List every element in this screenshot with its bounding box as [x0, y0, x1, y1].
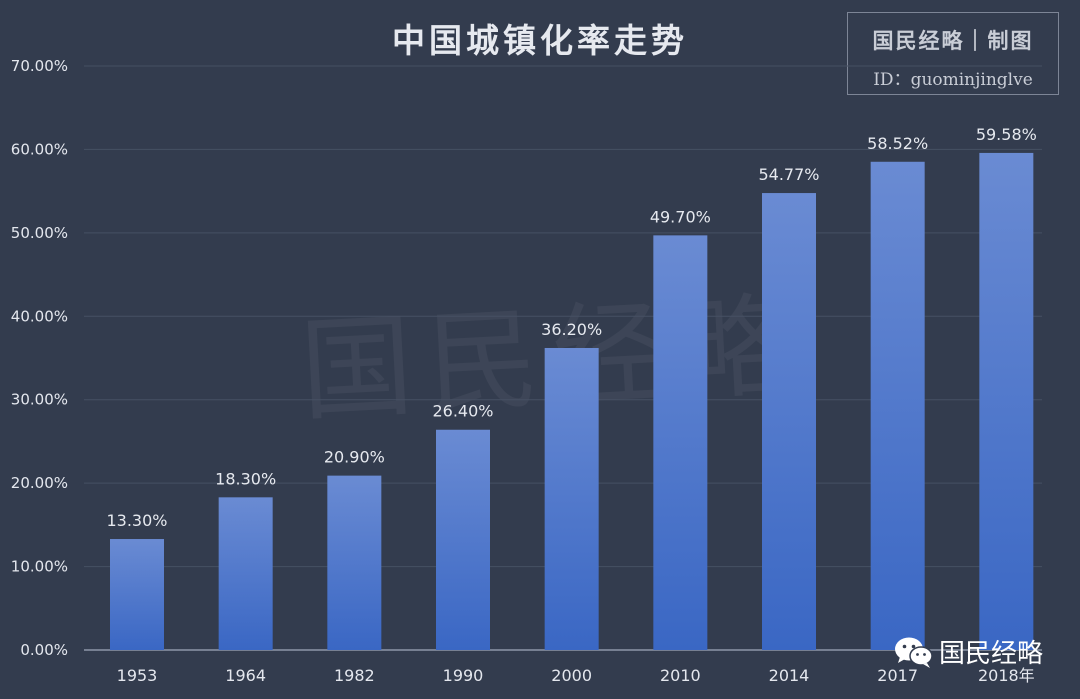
data-label-2018年: 59.58% [976, 125, 1037, 144]
y-tick-label: 20.00% [11, 474, 68, 492]
brand-title: 国民经略｜制图 [872, 28, 1034, 53]
x-tick-label: 2018年 [978, 666, 1035, 685]
bar-1953 [110, 539, 164, 650]
x-tick-label: 1953 [117, 666, 158, 685]
data-label-2010: 49.70% [650, 207, 711, 226]
bars [110, 152, 1034, 651]
y-tick-label: 70.00% [11, 57, 68, 75]
data-label-2014: 54.77% [758, 165, 819, 184]
wechat-icon [895, 637, 933, 668]
x-tick-label: 1982 [334, 666, 375, 685]
data-label-1990: 26.40% [432, 402, 493, 421]
y-tick-label: 50.00% [11, 224, 68, 242]
y-tick-label: 40.00% [11, 307, 68, 325]
x-tick-label: 2000 [551, 666, 592, 685]
wechat-badge: 国民经略 [893, 633, 1043, 670]
bar-1990 [436, 429, 490, 650]
data-label-1953: 13.30% [106, 511, 167, 530]
bar-2014 [762, 193, 816, 651]
brand-box: 国民经略｜制图 ID：guominjinglve [847, 12, 1059, 95]
x-tick-label: 2014 [769, 666, 810, 685]
data-label-1982: 20.90% [324, 448, 385, 467]
data-label-1964: 18.30% [215, 469, 276, 488]
bar-1982 [327, 475, 382, 650]
bar-2018年 [979, 152, 1034, 651]
bar-2010 [653, 235, 708, 651]
y-tick-label: 60.00% [11, 140, 68, 158]
x-tick-label: 1964 [225, 666, 266, 685]
brand-id: ID：guominjinglve [873, 70, 1033, 90]
x-tick-label: 1990 [443, 666, 484, 685]
chart-title: 中国城镇化率走势 [392, 21, 688, 60]
y-tick-label: 30.00% [11, 391, 68, 409]
bar-2017 [870, 161, 925, 650]
y-axis: 0.00% 10.00% 20.00% 30.00% 40.00% 50.00% 60.00… [11, 57, 68, 659]
x-tick-label: 2010 [660, 666, 701, 685]
bar-1964 [218, 497, 273, 650]
x-tick-label: 2017 [877, 666, 918, 685]
data-label-2000: 36.20% [541, 320, 602, 339]
x-axis: 1953 1964 1982 1990 2000 2010 2014 2017 2018年 [117, 666, 1035, 685]
bar-2000 [544, 347, 599, 650]
data-labels: 13.30% 18.30% 20.90% 26.40% 36.20% 49.70% 54.7… [106, 125, 1036, 530]
y-tick-label: 0.00% [20, 641, 68, 659]
y-tick-label: 10.00% [11, 558, 68, 576]
wechat-label: 国民经略 [939, 639, 1044, 669]
data-label-2017: 58.52% [867, 134, 928, 153]
